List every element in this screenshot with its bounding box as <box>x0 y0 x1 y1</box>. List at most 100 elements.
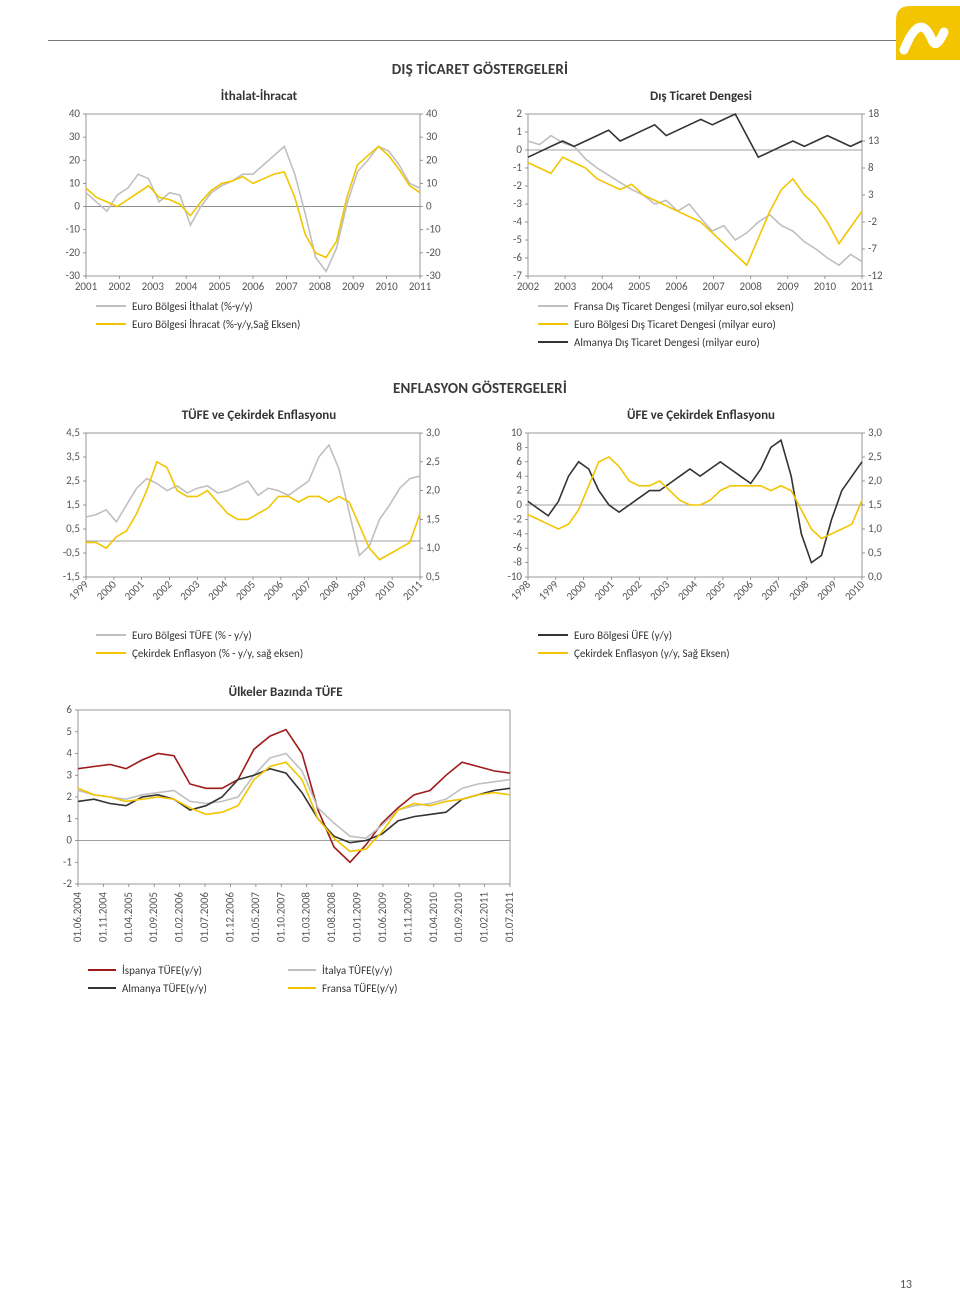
svg-text:2,0: 2,0 <box>426 484 440 497</box>
svg-text:2001: 2001 <box>592 578 617 603</box>
svg-text:01.02.2011: 01.02.2011 <box>478 892 491 943</box>
svg-text:2006: 2006 <box>242 280 265 293</box>
svg-text:-0,5: -0,5 <box>63 546 80 559</box>
svg-text:01.06.2004: 01.06.2004 <box>71 892 84 943</box>
svg-text:2010: 2010 <box>375 280 398 293</box>
svg-text:2002: 2002 <box>108 280 131 293</box>
svg-text:01.07.2006: 01.07.2006 <box>198 892 211 943</box>
svg-text:2008: 2008 <box>786 578 811 603</box>
svg-text:20: 20 <box>69 153 81 166</box>
svg-text:3: 3 <box>66 768 72 781</box>
svg-text:2003: 2003 <box>177 578 202 603</box>
svg-text:4: 4 <box>66 747 72 760</box>
svg-text:2002: 2002 <box>619 578 644 603</box>
svg-text:1,5: 1,5 <box>66 498 80 511</box>
svg-text:5: 5 <box>66 725 72 738</box>
cpi-core-title: TÜFE ve Çekirdek Enflasyonu <box>48 408 470 423</box>
svg-text:Euro Bölgesi İthalat (%-y/y): Euro Bölgesi İthalat (%-y/y) <box>132 300 253 313</box>
trade-section-title: DIŞ TİCARET GÖSTERGELERİ <box>48 61 912 79</box>
svg-text:İspanya TÜFE(y/y): İspanya TÜFE(y/y) <box>122 964 202 977</box>
svg-text:Euro Bölgesi ÜFE (y/y): Euro Bölgesi ÜFE (y/y) <box>574 629 672 642</box>
svg-text:2011: 2011 <box>851 280 874 293</box>
svg-text:2004: 2004 <box>675 578 700 603</box>
svg-text:01.11.2009: 01.11.2009 <box>401 892 414 943</box>
svg-text:0,5: 0,5 <box>868 546 882 559</box>
svg-text:01.12.2006: 01.12.2006 <box>223 892 236 943</box>
svg-text:2001: 2001 <box>75 280 98 293</box>
brand-logo <box>896 6 960 60</box>
svg-text:2009: 2009 <box>342 280 365 293</box>
svg-text:0: 0 <box>516 143 522 156</box>
svg-text:8: 8 <box>516 440 522 453</box>
svg-text:Fransa Dış Ticaret Dengesi (mi: Fransa Dış Ticaret Dengesi (milyar euro,… <box>574 300 794 313</box>
ppi-core-chart: ÜFE ve Çekirdek Enflasyonu -10-8-6-4-202… <box>490 408 912 671</box>
svg-text:30: 30 <box>426 130 438 143</box>
svg-text:1: 1 <box>66 812 72 825</box>
svg-text:01.08.2008: 01.08.2008 <box>325 892 338 943</box>
svg-text:0: 0 <box>66 834 72 847</box>
svg-text:2002: 2002 <box>150 578 175 603</box>
svg-text:-4: -4 <box>513 527 522 540</box>
svg-text:-6: -6 <box>513 251 522 264</box>
svg-text:2007: 2007 <box>759 578 784 603</box>
svg-text:2008: 2008 <box>740 280 763 293</box>
svg-text:2010: 2010 <box>842 578 867 603</box>
svg-text:2009: 2009 <box>344 578 369 603</box>
svg-text:3: 3 <box>868 188 874 201</box>
svg-text:01.10.2007: 01.10.2007 <box>274 892 287 943</box>
trade-balance-title: Dış Ticaret Dengesi <box>490 89 912 104</box>
svg-text:-7: -7 <box>868 242 877 255</box>
svg-text:2008: 2008 <box>309 280 332 293</box>
svg-text:2009: 2009 <box>777 280 800 293</box>
svg-text:2005: 2005 <box>703 578 728 603</box>
svg-text:-4: -4 <box>513 215 522 228</box>
svg-text:2,5: 2,5 <box>868 450 882 463</box>
svg-text:8: 8 <box>868 161 874 174</box>
svg-text:-1,5: -1,5 <box>63 570 80 583</box>
svg-text:01.09.2005: 01.09.2005 <box>147 892 160 942</box>
top-rule <box>48 40 912 41</box>
svg-text:2000: 2000 <box>94 578 119 603</box>
svg-text:10: 10 <box>426 176 438 189</box>
svg-text:2008: 2008 <box>317 578 342 603</box>
svg-text:2,5: 2,5 <box>426 455 440 468</box>
trade-balance-chart: Dış Ticaret Dengesi -7-6-5-4-3-2-1012-12… <box>490 89 912 360</box>
svg-text:-2: -2 <box>513 179 522 192</box>
svg-text:0: 0 <box>426 200 432 213</box>
svg-text:2005: 2005 <box>233 578 258 603</box>
svg-text:-10: -10 <box>65 223 80 236</box>
svg-text:1,0: 1,0 <box>426 541 440 554</box>
svg-text:01.01.2009: 01.01.2009 <box>351 892 364 943</box>
svg-text:01.02.2006: 01.02.2006 <box>173 892 186 943</box>
svg-text:18: 18 <box>868 108 880 120</box>
svg-text:2006: 2006 <box>665 280 688 293</box>
svg-text:3,5: 3,5 <box>66 450 80 463</box>
svg-text:Almanya Dış Ticaret Dengesi (m: Almanya Dış Ticaret Dengesi (milyar euro… <box>574 336 760 349</box>
svg-text:01.03.2008: 01.03.2008 <box>300 892 313 943</box>
svg-text:Euro Bölgesi TÜFE (% - y/y): Euro Bölgesi TÜFE (% - y/y) <box>132 629 252 642</box>
svg-text:3,0: 3,0 <box>868 427 882 439</box>
svg-text:2005: 2005 <box>208 280 230 293</box>
svg-text:1999: 1999 <box>536 578 561 603</box>
svg-text:2,0: 2,0 <box>868 474 882 487</box>
svg-text:2003: 2003 <box>142 280 165 293</box>
svg-text:-10: -10 <box>426 223 441 236</box>
svg-text:-2: -2 <box>513 512 522 525</box>
svg-text:Çekirdek Enflasyon (% - y/y, s: Çekirdek Enflasyon (% - y/y, sağ eksen) <box>132 647 303 660</box>
svg-text:2007: 2007 <box>275 280 298 293</box>
svg-text:-3: -3 <box>513 197 522 210</box>
svg-text:0,5: 0,5 <box>66 522 80 535</box>
svg-text:2,5: 2,5 <box>66 474 80 487</box>
svg-text:Fransa TÜFE(y/y): Fransa TÜFE(y/y) <box>322 982 398 995</box>
svg-text:0,5: 0,5 <box>426 570 440 583</box>
svg-text:2006: 2006 <box>261 578 286 603</box>
svg-text:Çekirdek Enflasyon (y/y, Sağ E: Çekirdek Enflasyon (y/y, Sağ Eksen) <box>574 647 730 660</box>
svg-text:2004: 2004 <box>591 280 614 293</box>
svg-text:-20: -20 <box>65 246 80 259</box>
svg-text:6: 6 <box>516 455 522 468</box>
svg-text:01.06.2009: 01.06.2009 <box>376 892 389 943</box>
svg-text:01.07.2011: 01.07.2011 <box>503 892 516 943</box>
svg-text:-2: -2 <box>63 877 72 890</box>
svg-text:2006: 2006 <box>731 578 756 603</box>
svg-text:01.11.2004: 01.11.2004 <box>96 892 109 943</box>
